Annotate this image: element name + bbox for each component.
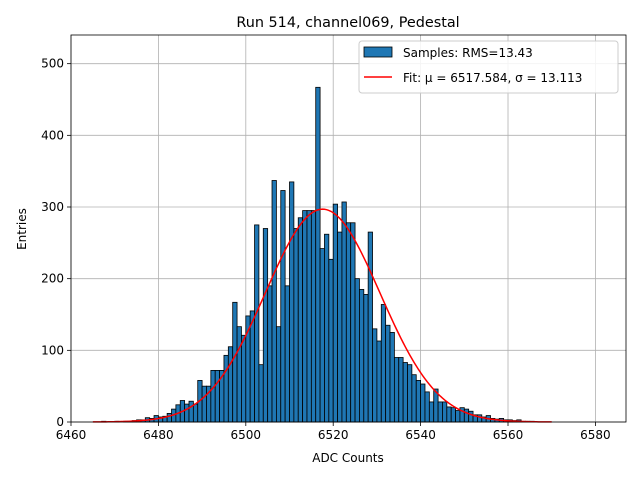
histogram-bar (297, 217, 304, 423)
histogram-bar (227, 346, 234, 423)
legend-box (358, 40, 619, 94)
y-tick-label: 300 (41, 200, 64, 214)
histogram-bar (184, 403, 190, 423)
histogram-bar (223, 354, 229, 423)
histogram-bar (372, 328, 378, 423)
histogram-bar (463, 408, 470, 423)
histogram-bar (446, 406, 452, 423)
legend-histogram-swatch (363, 46, 393, 58)
histogram-bar (380, 304, 387, 423)
histogram-bar (389, 332, 395, 423)
histogram-bar (315, 86, 321, 423)
histogram-bar (437, 401, 443, 423)
histogram-bar (293, 228, 299, 423)
x-tick-label: 6520 (318, 428, 349, 442)
histogram-bar (267, 285, 273, 423)
y-tick-label: 200 (41, 272, 64, 286)
histogram-bar (359, 289, 365, 423)
histogram-bar (341, 201, 347, 423)
histogram-bar (411, 374, 417, 423)
histogram-bar (420, 383, 426, 423)
x-axis-label: ADC Counts (312, 451, 384, 465)
histogram-bar (402, 362, 408, 423)
x-tick-label: 6460 (56, 428, 87, 442)
x-tick-label: 6560 (493, 428, 524, 442)
histogram-bar (363, 294, 369, 423)
chart-title: Run 514, channel069, Pedestal (236, 15, 459, 31)
histogram-bar (424, 391, 430, 423)
histogram-bar (192, 403, 199, 423)
histogram-bar (214, 369, 220, 423)
histogram-bar (337, 231, 343, 423)
histogram-bar (455, 410, 461, 423)
histogram-bar (310, 210, 317, 423)
histogram-bar (393, 357, 400, 423)
legend-fit-label: Fit: μ = 6517.584, σ = 13.113 (403, 71, 582, 85)
histogram-bar (241, 334, 247, 423)
histogram-bar (385, 324, 391, 423)
y-tick-label: 0 (56, 415, 64, 429)
y-axis-label: Entries (15, 208, 29, 250)
histogram-bar (210, 369, 216, 423)
x-tick-label: 6480 (143, 428, 174, 442)
histogram-bar (328, 258, 334, 423)
x-axis-ticks: 6460 6480 6500 6520 6540 6560 6580 (56, 422, 611, 442)
histogram-bar (332, 203, 338, 423)
histogram-bar (201, 385, 207, 423)
histogram-bar (407, 364, 413, 423)
histogram-bar (398, 357, 404, 423)
histogram-bar (450, 407, 456, 423)
histogram-bar (302, 210, 308, 423)
histogram-bar (232, 301, 238, 423)
histogram-bar (262, 228, 269, 423)
fit-curve (92, 208, 552, 423)
x-tick-label: 6500 (231, 428, 262, 442)
legend: Samples: RMS=13.43 Fit: μ = 6517.584, σ … (358, 40, 619, 94)
histogram-bar (367, 231, 373, 423)
histogram-bar (428, 401, 435, 423)
y-tick-label: 400 (41, 128, 64, 142)
histogram-bar (442, 401, 448, 423)
histogram-bar (254, 224, 260, 423)
histogram-bar (350, 222, 356, 423)
histogram-bar (258, 364, 264, 423)
y-tick-label: 500 (41, 57, 64, 71)
plot-area (70, 34, 627, 423)
histogram-bar (376, 340, 382, 423)
histogram-bar (166, 412, 172, 423)
histogram-bar (188, 400, 194, 423)
histogram-bar (249, 310, 255, 423)
histogram-bar (284, 285, 290, 423)
histogram-bar (468, 410, 474, 423)
histogram-bar (415, 380, 422, 423)
histogram-bar (306, 210, 312, 423)
histogram-bar (289, 181, 295, 423)
y-axis-ticks: 0 100 200 300 400 500 (41, 57, 71, 429)
legend-histogram-label: Samples: RMS=13.43 (403, 46, 533, 60)
histogram-bar (354, 278, 360, 423)
histogram-bar (345, 222, 352, 423)
histogram-bar (319, 248, 325, 423)
histogram-bar (271, 180, 277, 423)
x-tick-label: 6540 (405, 428, 436, 442)
histogram-bar (280, 190, 286, 423)
histogram-bar (324, 233, 330, 423)
histogram-bars (101, 86, 535, 423)
histogram-bar (236, 326, 242, 423)
y-tick-label: 100 (41, 343, 64, 357)
x-tick-label: 6580 (580, 428, 611, 442)
histogram-bar (275, 326, 282, 423)
